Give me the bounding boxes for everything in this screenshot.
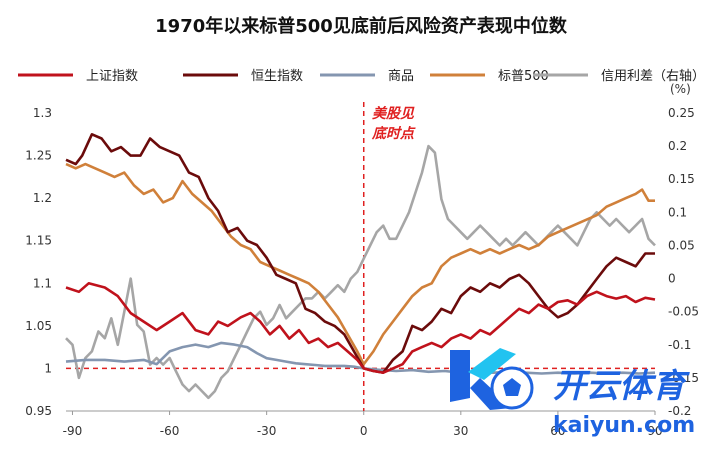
left-tick-label: 0.95 [25, 404, 52, 418]
x-tick-label: 90 [647, 424, 662, 438]
left-tick-label: 1.3 [33, 106, 52, 120]
x-tick-label: -90 [63, 424, 83, 438]
right-axis-unit: (%) [670, 82, 691, 96]
axes: -90 -60 -30 0 30 60 90 0.95 1 1.05 1.1 1.15 1.2 1.25 1… [25, 82, 699, 438]
logo-k-arm [468, 348, 516, 380]
right-tick-label: -0.2 [668, 404, 691, 418]
right-tick-label: 0.15 [668, 172, 695, 186]
right-tick-label: 0 [668, 272, 676, 286]
x-tick-label: -60 [160, 424, 180, 438]
left-tick-label: 1.25 [25, 149, 52, 163]
chart-title: 1970年以来标普500见底前后风险资产表现中位数 [155, 15, 568, 37]
x-tick-label: 0 [360, 424, 368, 438]
right-tick-label: 0.1 [668, 205, 687, 219]
x-tick-label: 30 [453, 424, 468, 438]
left-tick-label: 1.1 [33, 276, 52, 290]
series-line-1 [65, 133, 655, 374]
left-tick-label: 1 [44, 361, 52, 375]
right-tick-label: -0.1 [668, 338, 691, 352]
x-tick-label: 60 [550, 424, 565, 438]
series-line-3 [65, 162, 655, 366]
annotation-line: 底时点 [371, 125, 416, 142]
series-line-0 [65, 282, 656, 374]
x-tick-label: -30 [257, 424, 277, 438]
legend-label: 恒生指数 [251, 69, 303, 84]
watermark-brand-cn: 开云体育 [553, 366, 690, 405]
legend-label: 标普500 [498, 69, 549, 84]
logo-k-stem [450, 350, 470, 402]
left-tick-label: 1.2 [33, 191, 52, 205]
watermark-logo: 开云体育 kaiyun.com [450, 348, 695, 438]
series-group [65, 133, 656, 400]
annotation-line: 美股见 [372, 105, 415, 122]
right-tick-label: 0.2 [668, 139, 687, 153]
series-line-4 [65, 144, 656, 400]
legend-label: 商品 [388, 69, 414, 84]
right-tick-label: 0.05 [668, 238, 695, 252]
series-line-2 [65, 341, 656, 375]
right-tick-label: 0.25 [668, 106, 695, 120]
left-tick-label: 1.15 [25, 234, 52, 248]
right-tick-label: -0.05 [668, 305, 699, 319]
legend-label: 信用利差（右轴） [601, 69, 705, 84]
logo-ball-patch [503, 378, 521, 396]
legend: 上证指数 恒生指数 商品 标普500 信用利差（右轴） [18, 69, 705, 84]
watermark-brand-en: kaiyun.com [553, 413, 695, 438]
left-tick-label: 1.05 [25, 319, 52, 333]
right-tick-label: -0.15 [668, 371, 699, 385]
legend-label: 上证指数 [86, 69, 138, 84]
